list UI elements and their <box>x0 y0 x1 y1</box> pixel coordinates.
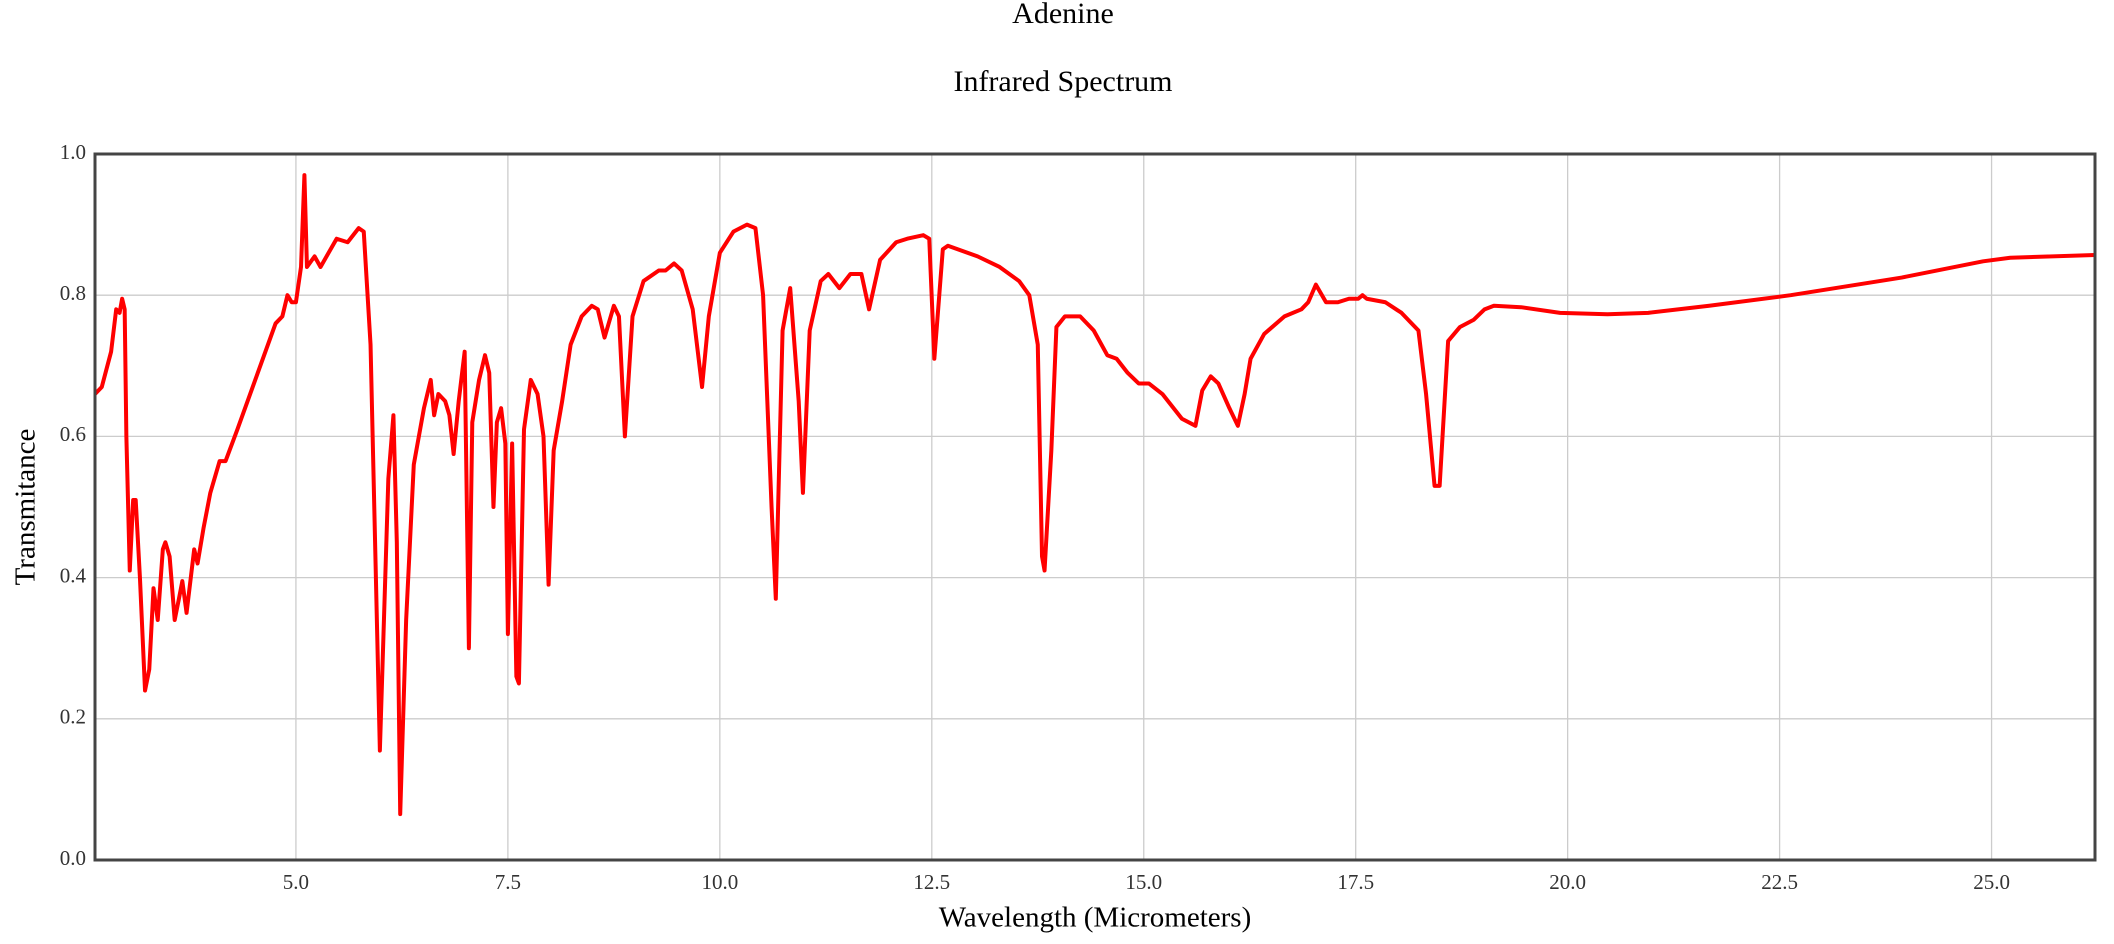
plot <box>93 173 2096 817</box>
spectrum-line <box>93 173 2096 817</box>
y-axis-label: Transmitance <box>10 429 42 586</box>
plot-frame <box>93 152 2097 862</box>
x-tick-label: 10.0 <box>701 870 738 894</box>
x-tick-label: 12.5 <box>913 870 950 894</box>
y-tick-label: 0.4 <box>60 563 87 587</box>
y-tick-label: 0.8 <box>60 281 86 305</box>
y-tick-label: 0.6 <box>60 422 86 446</box>
x-tick-label: 17.5 <box>1337 870 1374 894</box>
x-tick-label: 20.0 <box>1549 870 1586 894</box>
y-tick-label: 1.0 <box>60 140 86 164</box>
x-tick-label: 5.0 <box>283 870 309 894</box>
x-tick-label: 25.0 <box>1973 870 2010 894</box>
x-tick-label: 15.0 <box>1125 870 1162 894</box>
x-tick-label: 7.5 <box>495 870 521 894</box>
chart-title: Adenine <box>1012 0 1114 30</box>
x-tick-label: 22.5 <box>1761 870 1798 894</box>
chart-subtitle: Infrared Spectrum <box>953 65 1172 98</box>
y-tick-label: 0.0 <box>60 846 86 870</box>
x-axis-label: Wavelength (Micrometers) <box>939 902 1252 934</box>
y-tick-label: 0.2 <box>60 705 86 729</box>
